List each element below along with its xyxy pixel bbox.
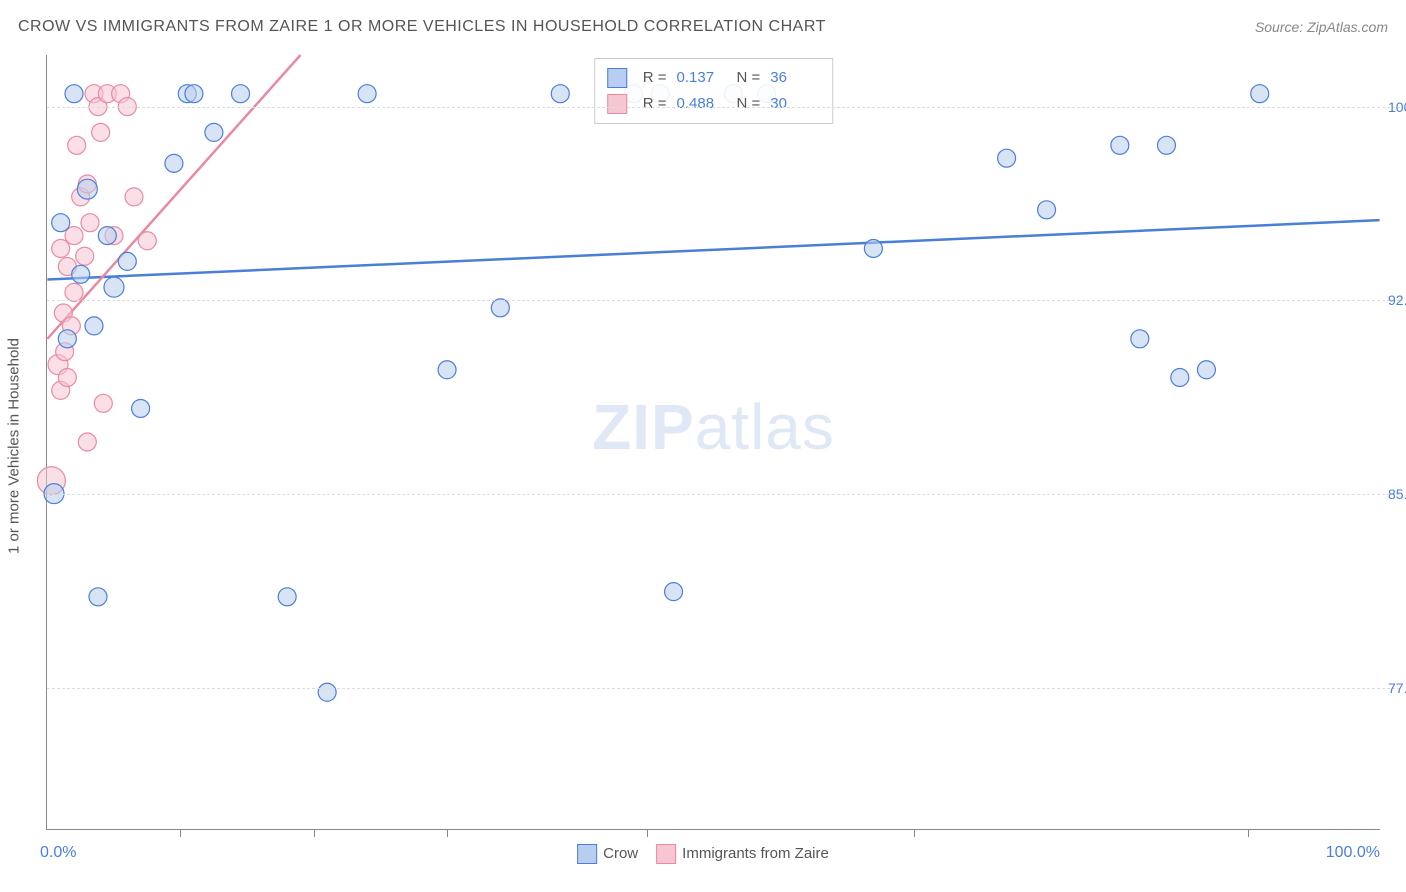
scatter-point	[65, 227, 83, 245]
stats-row: R = 0.488 N = 30	[607, 91, 821, 117]
scatter-point	[81, 214, 99, 232]
chart-title: CROW VS IMMIGRANTS FROM ZAIRE 1 OR MORE …	[18, 18, 826, 36]
gridline-h	[47, 688, 1400, 689]
scatter-point	[65, 283, 83, 301]
scatter-point	[118, 252, 136, 270]
stats-box: R = 0.137 N = 36 R = 0.488 N = 30	[594, 58, 834, 124]
scatter-point	[864, 240, 882, 258]
x-axis-min-label: 0.0%	[40, 844, 76, 862]
x-axis-max-label: 100.0%	[1326, 844, 1380, 862]
scatter-point	[1171, 369, 1189, 387]
scatter-point	[125, 188, 143, 206]
scatter-point	[85, 317, 103, 335]
x-tick	[447, 829, 448, 837]
x-tick	[647, 829, 648, 837]
source-prefix: Source:	[1255, 19, 1307, 35]
legend-swatch	[577, 844, 597, 864]
stats-row: R = 0.137 N = 36	[607, 65, 821, 91]
scatter-point	[1251, 85, 1269, 103]
trend-line	[47, 220, 1379, 279]
scatter-point	[104, 277, 124, 297]
scatter-point	[165, 154, 183, 172]
scatter-point	[318, 683, 336, 701]
stats-r-label: R =	[643, 65, 667, 91]
x-tick	[314, 829, 315, 837]
scatter-point	[358, 85, 376, 103]
scatter-point	[52, 214, 70, 232]
scatter-point	[278, 588, 296, 606]
y-tick-label: 100.0%	[1388, 99, 1406, 115]
stats-r-value: 0.488	[677, 91, 727, 117]
y-tick-label: 85.0%	[1388, 486, 1406, 502]
scatter-point	[1157, 136, 1175, 154]
legend-item: Immigrants from Zaire	[656, 844, 829, 864]
scatter-point	[52, 240, 70, 258]
source-name: ZipAtlas.com	[1307, 19, 1388, 35]
legend-label: Crow	[603, 845, 638, 862]
scatter-point	[58, 330, 76, 348]
scatter-point	[1038, 201, 1056, 219]
scatter-point	[78, 433, 96, 451]
scatter-point	[98, 227, 116, 245]
scatter-point	[138, 232, 156, 250]
scatter-point	[65, 85, 83, 103]
scatter-point	[1197, 361, 1215, 379]
stats-n-label: N =	[737, 91, 761, 117]
scatter-point	[92, 123, 110, 141]
stats-n-label: N =	[737, 65, 761, 91]
stats-r-label: R =	[643, 91, 667, 117]
scatter-point	[1111, 136, 1129, 154]
scatter-point	[205, 123, 223, 141]
scatter-point	[89, 588, 107, 606]
legend-swatch	[607, 68, 627, 88]
gridline-h	[47, 107, 1400, 108]
scatter-point	[1131, 330, 1149, 348]
scatter-point	[72, 265, 90, 283]
legend-item: Crow	[577, 844, 638, 864]
scatter-point	[132, 399, 150, 417]
scatter-point	[232, 85, 250, 103]
stats-n-value: 30	[770, 91, 820, 117]
stats-n-value: 36	[770, 65, 820, 91]
stats-r-value: 0.137	[677, 65, 727, 91]
scatter-point	[94, 394, 112, 412]
legend-label: Immigrants from Zaire	[682, 845, 829, 862]
gridline-h	[47, 494, 1400, 495]
scatter-point	[491, 299, 509, 317]
gridline-h	[47, 300, 1400, 301]
scatter-point	[665, 583, 683, 601]
x-tick	[1248, 829, 1249, 837]
scatter-point	[76, 247, 94, 265]
scatter-point	[68, 136, 86, 154]
bottom-legend: Crow Immigrants from Zaire	[577, 844, 829, 864]
scatter-point	[438, 361, 456, 379]
y-tick-label: 77.5%	[1388, 680, 1406, 696]
scatter-plot	[47, 55, 1380, 829]
x-tick	[914, 829, 915, 837]
legend-swatch	[656, 844, 676, 864]
source-label: Source: ZipAtlas.com	[1255, 19, 1388, 35]
scatter-point	[998, 149, 1016, 167]
scatter-point	[58, 369, 76, 387]
x-tick	[180, 829, 181, 837]
y-axis-label: 1 or more Vehicles in Household	[6, 338, 23, 554]
legend-swatch	[607, 94, 627, 114]
y-tick-label: 92.5%	[1388, 292, 1406, 308]
plot-area: ZIPatlas R =0.137N =36R =0.488N =30 77.5…	[46, 55, 1380, 830]
scatter-point	[551, 85, 569, 103]
scatter-point	[185, 85, 203, 103]
scatter-point	[77, 179, 97, 199]
